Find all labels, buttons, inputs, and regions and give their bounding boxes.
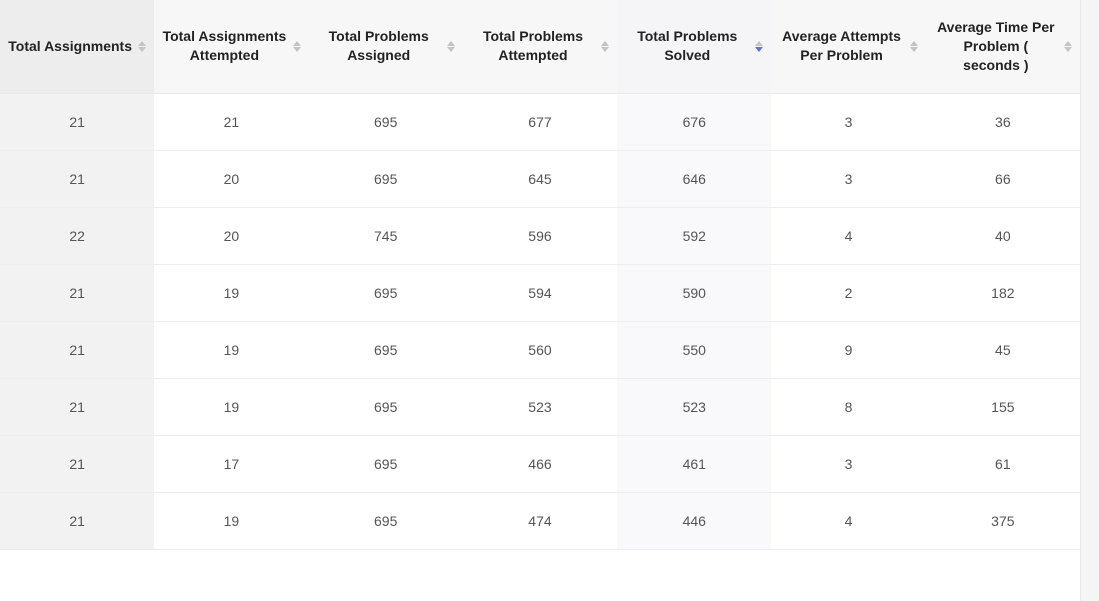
cell-total-problems-assigned: 745 bbox=[309, 207, 463, 264]
scrollbar-gutter bbox=[1080, 0, 1098, 601]
cell-total-problems-assigned: 695 bbox=[309, 435, 463, 492]
cell-total-problems-attempted: 596 bbox=[463, 207, 617, 264]
cell-total-problems-attempted: 677 bbox=[463, 93, 617, 150]
cell-avg-time-per-problem: 155 bbox=[926, 378, 1080, 435]
data-table: Total Assignments Total Assignments Attem… bbox=[0, 0, 1080, 601]
table-row: 21196955235238155 bbox=[0, 378, 1080, 435]
table-row: 2220745596592440 bbox=[0, 207, 1080, 264]
cell-total-problems-assigned: 695 bbox=[309, 93, 463, 150]
sort-icon[interactable] bbox=[293, 41, 301, 52]
cell-avg-attempts-per-problem: 3 bbox=[771, 435, 925, 492]
column-header-label: Total Assignments Attempted bbox=[162, 27, 286, 65]
cell-total-assignments-attempted: 19 bbox=[154, 264, 308, 321]
cell-total-problems-assigned: 695 bbox=[309, 492, 463, 549]
cell-avg-time-per-problem: 61 bbox=[926, 435, 1080, 492]
cell-avg-attempts-per-problem: 3 bbox=[771, 150, 925, 207]
cell-avg-attempts-per-problem: 4 bbox=[771, 207, 925, 264]
cell-total-assignments-attempted: 20 bbox=[154, 150, 308, 207]
sort-icon[interactable] bbox=[138, 41, 146, 52]
column-header-avg-time-per-problem[interactable]: Average Time Per Problem ( seconds ) bbox=[926, 0, 1080, 93]
column-header-label: Average Attempts Per Problem bbox=[779, 27, 903, 65]
cell-total-assignments: 21 bbox=[0, 93, 154, 150]
cell-total-problems-solved: 446 bbox=[617, 492, 771, 549]
cell-total-problems-assigned: 695 bbox=[309, 264, 463, 321]
cell-avg-time-per-problem: 375 bbox=[926, 492, 1080, 549]
cell-total-problems-solved: 523 bbox=[617, 378, 771, 435]
cell-total-problems-attempted: 466 bbox=[463, 435, 617, 492]
column-header-total-assignments[interactable]: Total Assignments bbox=[0, 0, 154, 93]
cell-total-assignments-attempted: 17 bbox=[154, 435, 308, 492]
cell-avg-time-per-problem: 45 bbox=[926, 321, 1080, 378]
table-row: 2120695645646366 bbox=[0, 150, 1080, 207]
cell-total-assignments: 21 bbox=[0, 150, 154, 207]
sort-icon[interactable] bbox=[1064, 41, 1072, 52]
cell-total-problems-attempted: 594 bbox=[463, 264, 617, 321]
cell-total-problems-attempted: 523 bbox=[463, 378, 617, 435]
cell-avg-time-per-problem: 182 bbox=[926, 264, 1080, 321]
column-header-label: Total Assignments bbox=[8, 37, 132, 56]
cell-avg-time-per-problem: 40 bbox=[926, 207, 1080, 264]
cell-total-problems-assigned: 695 bbox=[309, 378, 463, 435]
cell-total-assignments: 21 bbox=[0, 264, 154, 321]
sort-icon[interactable] bbox=[601, 41, 609, 52]
table-header-row: Total Assignments Total Assignments Attem… bbox=[0, 0, 1080, 93]
table-row: 2119695560550945 bbox=[0, 321, 1080, 378]
table-row: 2121695677676336 bbox=[0, 93, 1080, 150]
cell-total-assignments: 21 bbox=[0, 492, 154, 549]
column-header-total-problems-attempted[interactable]: Total Problems Attempted bbox=[463, 0, 617, 93]
cell-total-assignments: 21 bbox=[0, 321, 154, 378]
column-header-total-problems-assigned[interactable]: Total Problems Assigned bbox=[309, 0, 463, 93]
cell-total-assignments-attempted: 20 bbox=[154, 207, 308, 264]
cell-total-problems-solved: 646 bbox=[617, 150, 771, 207]
column-header-avg-attempts-per-problem[interactable]: Average Attempts Per Problem bbox=[771, 0, 925, 93]
cell-avg-time-per-problem: 66 bbox=[926, 150, 1080, 207]
cell-avg-attempts-per-problem: 2 bbox=[771, 264, 925, 321]
sort-icon[interactable] bbox=[755, 41, 763, 52]
cell-total-problems-solved: 676 bbox=[617, 93, 771, 150]
column-header-label: Total Problems Attempted bbox=[471, 27, 595, 65]
cell-total-assignments-attempted: 19 bbox=[154, 378, 308, 435]
cell-total-problems-solved: 592 bbox=[617, 207, 771, 264]
table-row: 2117695466461361 bbox=[0, 435, 1080, 492]
column-header-label: Total Problems Assigned bbox=[317, 27, 441, 65]
table-row: 21196954744464375 bbox=[0, 492, 1080, 549]
cell-total-assignments-attempted: 21 bbox=[154, 93, 308, 150]
sort-icon[interactable] bbox=[910, 41, 918, 52]
cell-total-assignments: 22 bbox=[0, 207, 154, 264]
sort-icon[interactable] bbox=[447, 41, 455, 52]
cell-total-assignments: 21 bbox=[0, 435, 154, 492]
cell-total-problems-attempted: 645 bbox=[463, 150, 617, 207]
column-header-label: Average Time Per Problem ( seconds ) bbox=[934, 18, 1058, 75]
cell-total-problems-solved: 461 bbox=[617, 435, 771, 492]
cell-total-problems-solved: 590 bbox=[617, 264, 771, 321]
cell-total-problems-attempted: 560 bbox=[463, 321, 617, 378]
cell-total-problems-solved: 550 bbox=[617, 321, 771, 378]
cell-avg-attempts-per-problem: 4 bbox=[771, 492, 925, 549]
cell-avg-attempts-per-problem: 8 bbox=[771, 378, 925, 435]
column-header-label: Total Problems Solved bbox=[625, 27, 749, 65]
column-header-total-problems-solved[interactable]: Total Problems Solved bbox=[617, 0, 771, 93]
cell-avg-attempts-per-problem: 9 bbox=[771, 321, 925, 378]
cell-total-assignments: 21 bbox=[0, 378, 154, 435]
cell-total-problems-assigned: 695 bbox=[309, 150, 463, 207]
cell-avg-time-per-problem: 36 bbox=[926, 93, 1080, 150]
cell-total-problems-attempted: 474 bbox=[463, 492, 617, 549]
cell-total-assignments-attempted: 19 bbox=[154, 321, 308, 378]
cell-avg-attempts-per-problem: 3 bbox=[771, 93, 925, 150]
cell-total-problems-assigned: 695 bbox=[309, 321, 463, 378]
table-row: 21196955945902182 bbox=[0, 264, 1080, 321]
cell-total-assignments-attempted: 19 bbox=[154, 492, 308, 549]
column-header-total-assignments-attempted[interactable]: Total Assignments Attempted bbox=[154, 0, 308, 93]
